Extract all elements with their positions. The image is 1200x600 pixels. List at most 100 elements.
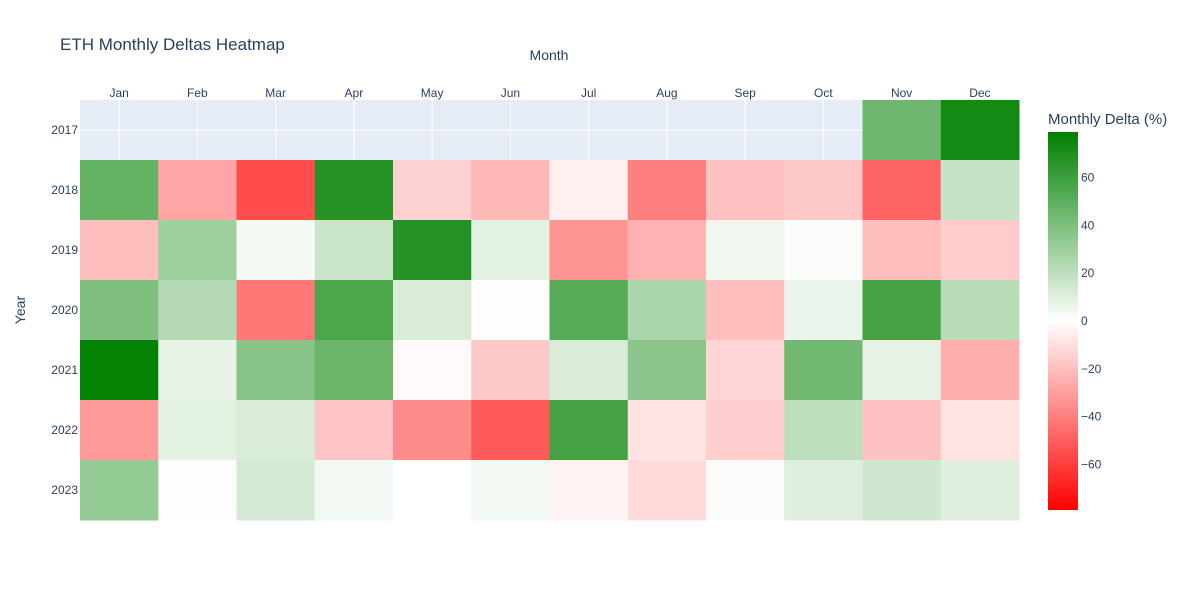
heatmap-cell	[471, 160, 550, 221]
heatmap-cell	[236, 460, 316, 521]
heatmap-cell	[158, 340, 237, 401]
heatmap-cell	[158, 400, 237, 461]
heatmap-cell	[627, 460, 707, 521]
heatmap-cell	[393, 220, 472, 281]
heatmap-cell	[940, 340, 1020, 401]
heatmap-cell	[862, 400, 942, 461]
colorbar-tick-label: 60	[1081, 170, 1095, 184]
heatmap-cell	[706, 280, 785, 341]
heatmap-cell	[314, 340, 394, 401]
heatmap-cell	[706, 460, 785, 521]
heatmap-cell	[862, 160, 942, 221]
heatmap-cell	[393, 340, 472, 401]
heatmap-cell	[158, 460, 237, 521]
colorbar-tick-label: 20	[1081, 266, 1095, 280]
heatmap-cell	[80, 160, 159, 221]
heatmap-cell	[471, 400, 550, 461]
y-tick-label: 2020	[51, 303, 78, 317]
heatmap-cell	[627, 280, 707, 341]
heatmap-cell	[862, 280, 942, 341]
y-tick-label: 2017	[51, 123, 78, 137]
heatmap-cell	[80, 220, 159, 281]
heatmap-cell	[784, 400, 863, 461]
heatmap-cell	[158, 220, 237, 281]
heatmap-cell	[706, 220, 785, 281]
colorbar-ticks: −60 −40 −20 0 20 40 60	[1081, 170, 1102, 471]
heatmap-cell	[940, 220, 1020, 281]
heatmap-cell	[940, 460, 1020, 521]
heatmap-cell	[627, 220, 707, 281]
heatmap-cell	[549, 460, 629, 521]
heatmap-cell	[236, 340, 316, 401]
heatmap-cell	[393, 160, 472, 221]
y-tick-label: 2018	[51, 183, 78, 197]
x-tick-label: May	[421, 86, 444, 100]
heatmap-cell	[862, 460, 942, 521]
heatmap-cell	[549, 400, 629, 461]
heatmap-cell	[940, 160, 1020, 221]
x-tick-label: Apr	[345, 86, 364, 100]
heatmap-cell	[80, 400, 159, 461]
heatmap-cell	[236, 280, 316, 341]
heatmap-cell	[940, 100, 1020, 161]
heatmap-cell	[862, 220, 942, 281]
colorbar-tick-label: −40	[1081, 410, 1102, 424]
heatmap-cell	[236, 160, 316, 221]
heatmap-cell	[158, 160, 237, 221]
plot-area	[80, 100, 1020, 521]
heatmap-cell	[706, 340, 785, 401]
chart-title: ETH Monthly Deltas Heatmap	[60, 35, 285, 54]
heatmap-cell	[549, 220, 629, 281]
heatmap-cell	[940, 280, 1020, 341]
heatmap-cell	[627, 400, 707, 461]
heatmap-cell	[236, 220, 316, 281]
heatmap-cell	[784, 220, 863, 281]
x-tick-label: Sep	[734, 86, 756, 100]
heatmap-cell	[80, 280, 159, 341]
heatmap-cell	[471, 220, 550, 281]
heatmap-cell	[549, 340, 629, 401]
x-tick-label: Jun	[501, 86, 520, 100]
heatmap-cell	[784, 340, 863, 401]
heatmap-cell	[158, 280, 237, 341]
x-tick-label: Oct	[814, 86, 833, 100]
heatmap-cell	[393, 400, 472, 461]
heatmap-cell	[784, 280, 863, 341]
heatmap-cell	[706, 400, 785, 461]
heatmap-cell	[784, 460, 863, 521]
heatmap-cell	[784, 160, 863, 221]
heatmap-cell	[314, 280, 394, 341]
heatmap-cell	[314, 220, 394, 281]
heatmap-cell	[471, 340, 550, 401]
heatmap-cell	[236, 400, 316, 461]
heatmap-cell	[706, 160, 785, 221]
heatmap-cell	[393, 460, 472, 521]
heatmap-cell	[549, 280, 629, 341]
heatmap-cell	[471, 280, 550, 341]
heatmap-cell	[627, 160, 707, 221]
heatmap-cell	[627, 340, 707, 401]
x-tick-label: Dec	[969, 86, 990, 100]
y-axis-ticks: 2017 2018 2019 2020 2021 2022 2023	[51, 123, 78, 497]
y-tick-label: 2022	[51, 423, 78, 437]
x-tick-label: Aug	[656, 86, 677, 100]
x-tick-label: Feb	[187, 86, 208, 100]
y-tick-label: 2021	[51, 363, 78, 377]
heatmap-cell	[314, 400, 394, 461]
heatmap-cell	[862, 340, 942, 401]
x-axis-title: Month	[530, 47, 569, 63]
heatmap-cell	[471, 460, 550, 521]
heatmap-cell	[314, 160, 394, 221]
colorbar-tick-label: −60	[1081, 458, 1102, 472]
x-tick-label: Jan	[109, 86, 128, 100]
x-tick-label: Jul	[581, 86, 596, 100]
y-tick-label: 2023	[51, 483, 78, 497]
heatmap-cell	[314, 460, 394, 521]
y-tick-label: 2019	[51, 243, 78, 257]
colorbar-tick-label: 0	[1081, 314, 1088, 328]
heatmap-cell	[862, 100, 942, 161]
heatmap-cell	[80, 340, 159, 401]
colorbar: Monthly Delta (%) −60 −40 −20 0 20 40 60	[1048, 111, 1167, 510]
y-axis-title: Year	[12, 296, 28, 325]
